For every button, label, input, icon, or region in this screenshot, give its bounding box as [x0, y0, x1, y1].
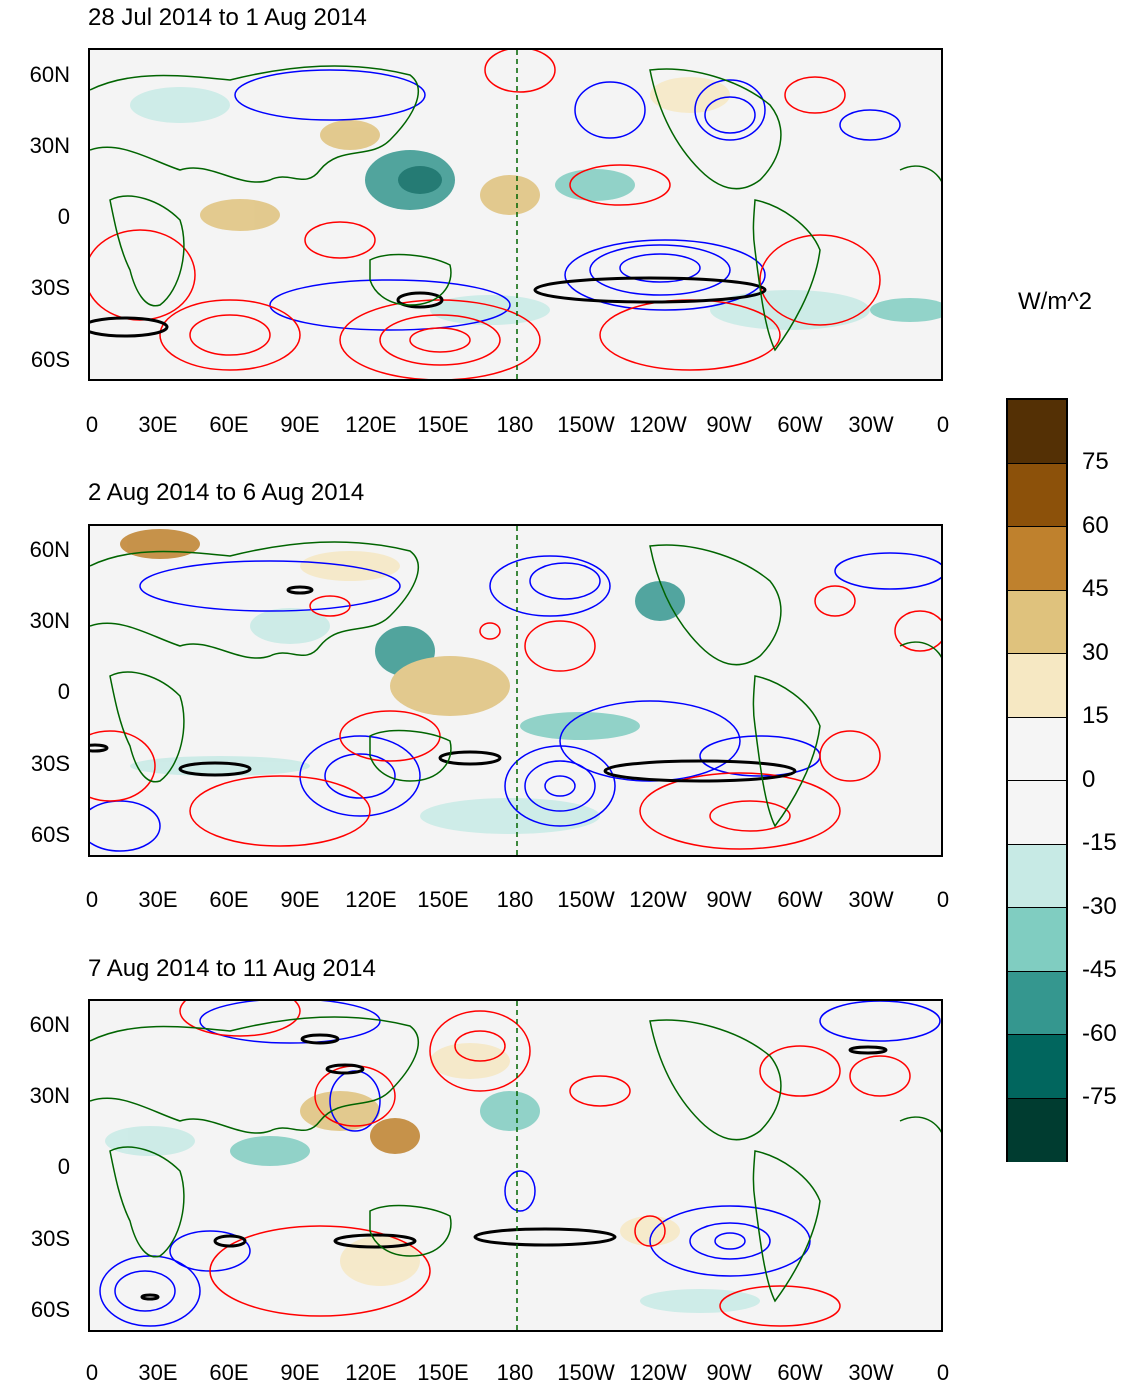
- colorbar-label: -30: [1082, 893, 1117, 920]
- lat-label: 60S: [30, 347, 70, 372]
- colorbar-label: 45: [1082, 575, 1109, 602]
- colorbar-label: -75: [1082, 1083, 1117, 1110]
- lon-label: 0: [936, 887, 950, 912]
- colorbar-label: 30: [1082, 639, 1109, 666]
- panel-3-title: 7 Aug 2014 to 11 Aug 2014: [88, 955, 376, 982]
- lon-label: 120W: [629, 887, 687, 912]
- lon-label: 0: [85, 1360, 99, 1385]
- lon-label: 90W: [706, 412, 752, 437]
- lat-label: 0: [57, 679, 70, 704]
- lon-label: 60E: [209, 887, 249, 912]
- colorbar-swatch: [1008, 400, 1066, 464]
- colorbar-label: 15: [1082, 702, 1109, 729]
- lon-label: 90E: [280, 412, 320, 437]
- lon-label: 60E: [209, 1360, 249, 1385]
- map-panel-3: [88, 999, 943, 1332]
- lon-label: 0: [85, 887, 99, 912]
- colorbar-swatch: [1008, 1035, 1066, 1099]
- lon-label: 150W: [557, 412, 615, 437]
- lat-label: 30S: [30, 275, 70, 300]
- lat-label: 30N: [29, 608, 70, 633]
- panel-2-title: 2 Aug 2014 to 6 Aug 2014: [88, 479, 365, 506]
- lon-label: 120W: [629, 1360, 687, 1385]
- lon-label: 120E: [345, 887, 397, 912]
- map-panel-1: [88, 48, 943, 381]
- lat-label: 60S: [30, 822, 70, 847]
- lon-label: 0: [936, 412, 950, 437]
- map-panel-2: [88, 524, 943, 857]
- colorbar-swatch: [1008, 971, 1066, 1035]
- lat-label: 60N: [29, 537, 70, 562]
- panel-1-title: 28 Jul 2014 to 1 Aug 2014: [88, 4, 367, 31]
- lon-label: 180: [496, 412, 534, 437]
- lat-label: 30N: [29, 133, 70, 158]
- lon-label: 120E: [345, 412, 397, 437]
- lon-label: 30E: [138, 412, 178, 437]
- colorbar-swatch: [1008, 654, 1066, 718]
- lat-label: 60N: [29, 62, 70, 87]
- lon-label: 30E: [138, 887, 178, 912]
- lon-label: 120E: [345, 1360, 397, 1385]
- lon-label: 180: [496, 1360, 534, 1385]
- lon-label: 90W: [706, 887, 752, 912]
- lat-label: 0: [57, 204, 70, 229]
- colorbar-units: W/m^2: [1018, 288, 1092, 315]
- lon-label: 60W: [777, 1360, 823, 1385]
- colorbar-swatch: [1008, 908, 1066, 972]
- colorbar-swatch: [1008, 590, 1066, 654]
- lon-label: 0: [936, 1360, 950, 1385]
- colorbar-swatch: [1008, 527, 1066, 591]
- lon-label: 90W: [706, 1360, 752, 1385]
- lon-label: 90E: [280, 887, 320, 912]
- lon-label: 180: [496, 887, 534, 912]
- colorbar: [1006, 398, 1068, 1162]
- lon-label: 0: [85, 412, 99, 437]
- lon-label: 150W: [557, 1360, 615, 1385]
- lon-label: 90E: [280, 1360, 320, 1385]
- lon-label: 150E: [417, 887, 469, 912]
- lon-label: 30W: [848, 1360, 894, 1385]
- lat-label: 60S: [30, 1297, 70, 1322]
- colorbar-swatch: [1008, 844, 1066, 908]
- lat-label: 30S: [30, 751, 70, 776]
- lon-label: 120W: [629, 412, 687, 437]
- lon-label: 30W: [848, 887, 894, 912]
- lon-label: 60W: [777, 887, 823, 912]
- lon-label: 60E: [209, 412, 249, 437]
- lon-label: 150W: [557, 887, 615, 912]
- colorbar-swatch: [1008, 1098, 1066, 1162]
- colorbar-label: -45: [1082, 956, 1117, 983]
- colorbar-swatch: [1008, 717, 1066, 781]
- lat-label: 60N: [29, 1012, 70, 1037]
- lat-label: 30S: [30, 1226, 70, 1251]
- colorbar-label: 0: [1082, 766, 1096, 793]
- lat-label: 30N: [29, 1083, 70, 1108]
- colorbar-swatch: [1008, 781, 1066, 845]
- colorbar-label: -60: [1082, 1020, 1117, 1047]
- lon-label: 150E: [417, 412, 469, 437]
- colorbar-label: 75: [1082, 448, 1109, 475]
- lon-label: 60W: [777, 412, 823, 437]
- colorbar-swatch: [1008, 463, 1066, 527]
- lat-label: 0: [57, 1154, 70, 1179]
- lon-label: 30E: [138, 1360, 178, 1385]
- lon-label: 150E: [417, 1360, 469, 1385]
- lon-label: 30W: [848, 412, 894, 437]
- colorbar-label: -15: [1082, 829, 1117, 856]
- colorbar-label: 60: [1082, 512, 1109, 539]
